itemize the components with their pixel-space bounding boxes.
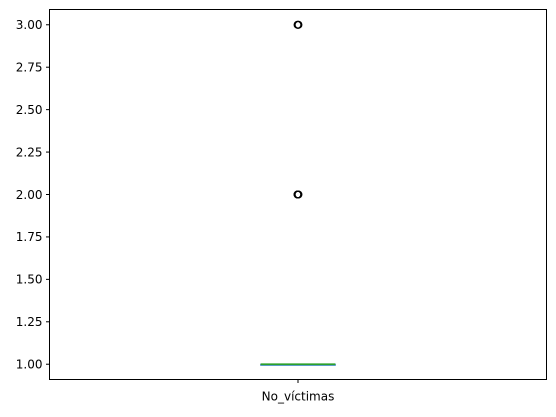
- y-tick-label: 2.00: [16, 188, 43, 202]
- y-tick-label: 1.75: [16, 230, 43, 244]
- x-tick-label: No_víctimas: [262, 390, 335, 404]
- y-axis: 1.00 1.25 1.50 1.75 2.00 2.25 2.50 2.75 3.00: [16, 18, 50, 372]
- outlier-point: [293, 20, 302, 29]
- y-tick-label: 2.75: [16, 61, 43, 75]
- outlier-point: [293, 190, 302, 199]
- y-tick-label: 2.25: [16, 145, 43, 159]
- y-tick-label: 1.25: [16, 315, 43, 329]
- box-series: [260, 20, 336, 366]
- y-tick-label: 3.00: [16, 18, 43, 32]
- y-tick-label: 2.50: [16, 103, 43, 117]
- y-tick-label: 1.50: [16, 273, 43, 287]
- x-axis: No_víctimas: [262, 379, 335, 404]
- plot-frame: [49, 9, 547, 380]
- y-tick-label: 1.00: [16, 358, 43, 372]
